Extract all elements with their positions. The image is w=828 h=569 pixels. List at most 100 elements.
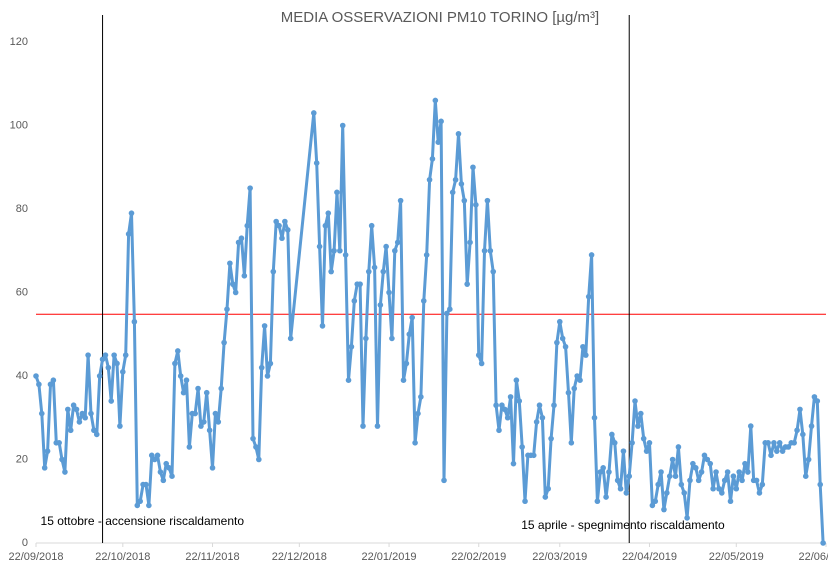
- data-point: [435, 139, 442, 145]
- data-point: [270, 268, 277, 275]
- data-point: [805, 456, 812, 463]
- data-point: [444, 310, 450, 317]
- data-point: [386, 289, 392, 296]
- data-point: [568, 440, 575, 446]
- data-point: [148, 452, 155, 459]
- data-point: [415, 410, 421, 417]
- data-point: [131, 318, 138, 325]
- data-point: [82, 414, 88, 421]
- data-point: [470, 164, 476, 171]
- data-point: [449, 189, 456, 196]
- data-point: [360, 423, 366, 429]
- data-point: [808, 423, 815, 429]
- data-point: [203, 389, 210, 396]
- data-point: [690, 460, 696, 467]
- data-point: [357, 281, 363, 287]
- data-point: [374, 423, 381, 429]
- data-point: [192, 410, 198, 417]
- data-point: [603, 494, 609, 500]
- data-point: [33, 373, 39, 379]
- data-point: [79, 410, 86, 417]
- data-point: [250, 435, 256, 442]
- data-point: [342, 252, 349, 258]
- data-point: [151, 456, 158, 463]
- data-point: [120, 369, 126, 375]
- data-point: [273, 218, 279, 225]
- data-point: [397, 197, 404, 204]
- data-point: [551, 402, 557, 409]
- data-point: [510, 460, 517, 467]
- data-point: [363, 335, 369, 342]
- data-point: [441, 477, 447, 484]
- data-point: [774, 448, 780, 454]
- data-point: [229, 281, 236, 287]
- annotation: 15 ottobre - accensione riscaldamento: [41, 514, 245, 528]
- data-point: [574, 373, 580, 379]
- data-point: [478, 360, 485, 367]
- data-point: [102, 352, 109, 358]
- data-point: [681, 490, 688, 496]
- data-point: [447, 306, 453, 313]
- data-point: [519, 444, 525, 450]
- data-point: [287, 335, 294, 342]
- data-point: [452, 176, 459, 183]
- data-point: [458, 181, 465, 187]
- data-point: [609, 431, 615, 438]
- data-point: [279, 235, 285, 242]
- data-point: [571, 385, 578, 392]
- data-point: [368, 222, 375, 229]
- data-point: [707, 460, 714, 467]
- data-point: [652, 498, 659, 505]
- data-point: [643, 448, 650, 454]
- data-point: [256, 456, 262, 463]
- data-point: [253, 444, 259, 450]
- data-point: [687, 477, 693, 484]
- data-point: [432, 97, 439, 104]
- data-point: [195, 385, 201, 392]
- data-point: [672, 473, 679, 480]
- data-point: [134, 502, 141, 509]
- data-point: [649, 502, 656, 509]
- data-point: [666, 473, 673, 480]
- data-point: [267, 360, 274, 367]
- data-point: [577, 377, 583, 383]
- data-point: [334, 189, 340, 196]
- data-point: [719, 490, 725, 496]
- data-point: [56, 440, 62, 446]
- x-tick-label: 22/01/2019: [362, 551, 417, 563]
- data-point: [747, 423, 754, 429]
- data-point: [76, 419, 83, 425]
- data-point: [224, 306, 230, 313]
- data-point: [594, 498, 601, 505]
- y-tick-label: 120: [10, 36, 28, 48]
- data-point: [371, 264, 378, 271]
- data-point: [325, 210, 332, 216]
- data-point: [429, 156, 436, 162]
- data-point: [800, 431, 806, 438]
- data-point: [716, 485, 722, 492]
- data-point: [377, 302, 384, 308]
- data-point: [614, 477, 621, 484]
- annotation: 15 aprile - spegnimento riscaldamento: [521, 518, 725, 532]
- data-point: [403, 360, 410, 367]
- data-point: [93, 431, 100, 438]
- data-point: [339, 122, 346, 129]
- data-point: [311, 110, 317, 116]
- data-point: [710, 485, 716, 492]
- data-point: [597, 469, 604, 475]
- data-point: [606, 469, 612, 475]
- data-point: [640, 435, 647, 442]
- y-tick-label: 0: [22, 537, 28, 549]
- data-point: [487, 247, 494, 254]
- data-point: [111, 352, 117, 358]
- data-point: [565, 389, 572, 396]
- data-point: [814, 398, 821, 404]
- data-point: [241, 273, 248, 279]
- data-point: [736, 469, 742, 475]
- data-point: [637, 410, 644, 417]
- data-point: [186, 444, 193, 450]
- x-tick-label: 22/09/2018: [8, 551, 63, 563]
- data-point: [658, 469, 664, 475]
- data-point: [258, 364, 265, 371]
